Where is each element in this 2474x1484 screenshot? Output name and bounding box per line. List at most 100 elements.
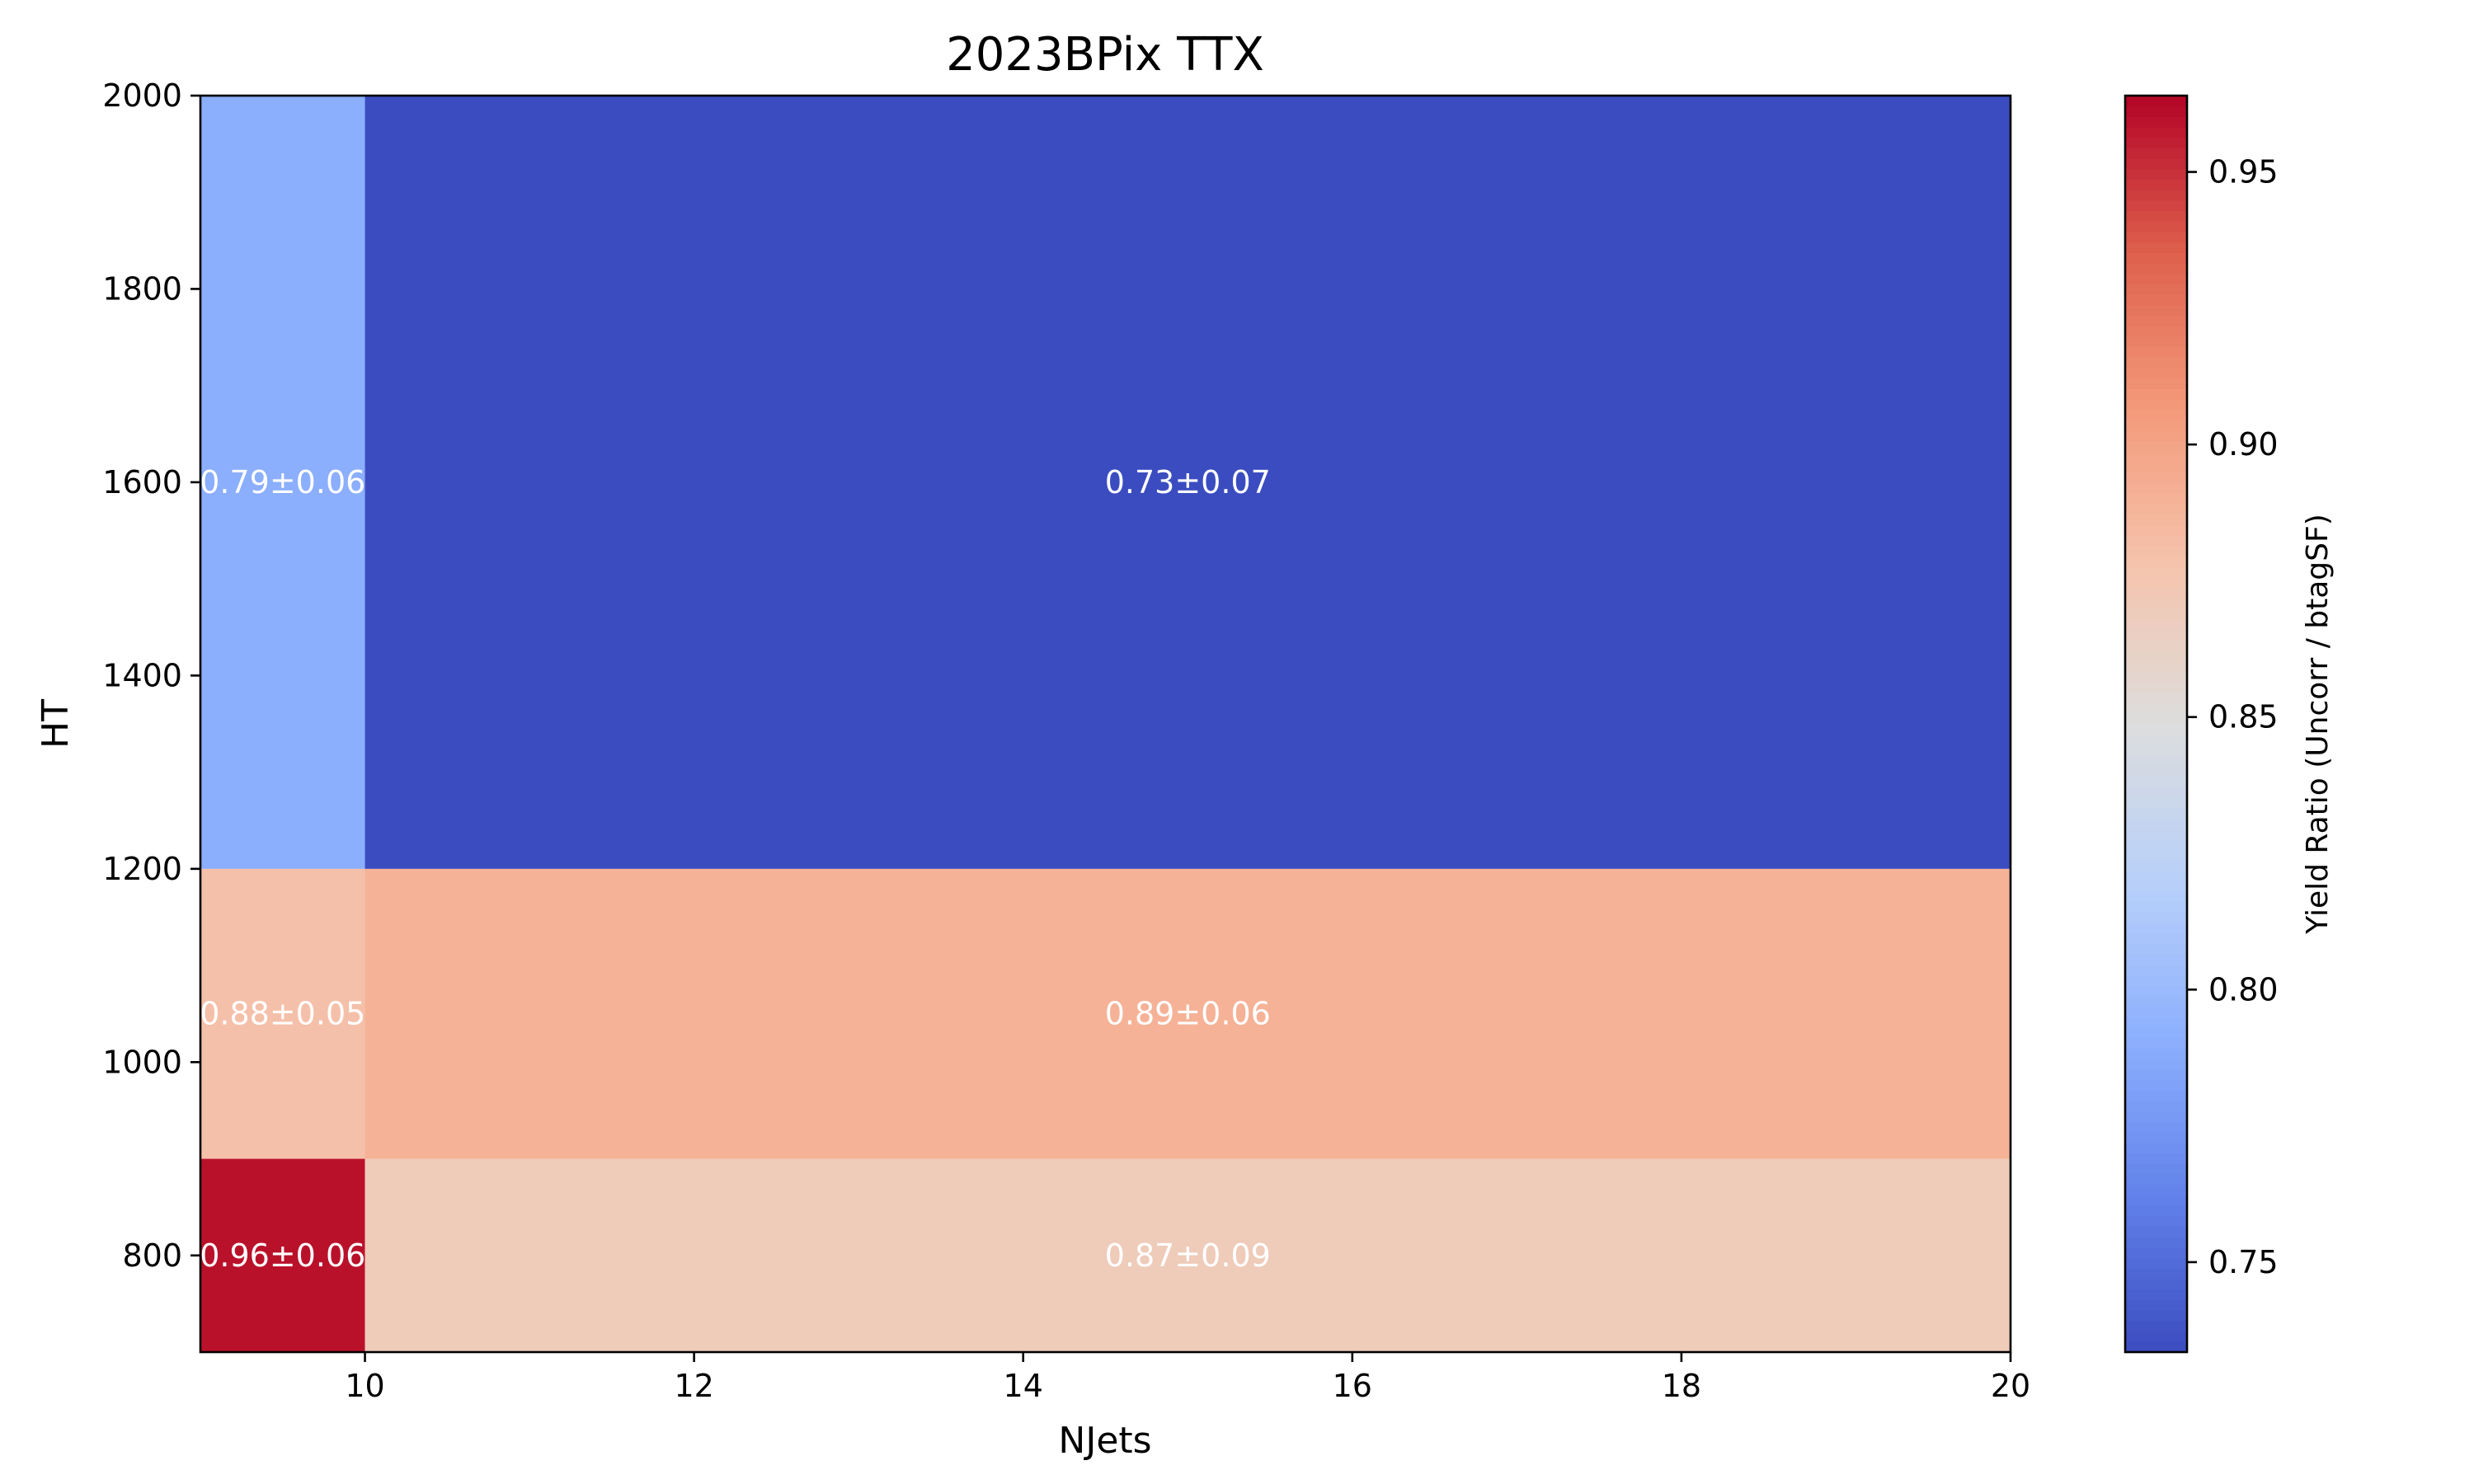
y-tick-label: 1200 — [102, 851, 182, 887]
colorbar-segment — [2125, 848, 2187, 861]
colorbar-segment — [2125, 618, 2187, 631]
heatmap-cell — [365, 868, 2011, 1159]
colorbar-segment — [2125, 284, 2187, 295]
colorbar-segment — [2125, 576, 2187, 589]
colorbar-segment — [2125, 430, 2187, 442]
chart-title: 2023BPix TTX — [946, 28, 1264, 82]
colorbar-segment — [2125, 744, 2187, 756]
colorbar-segment — [2125, 964, 2187, 976]
colorbar-segment — [2125, 1247, 2187, 1259]
colorbar-frame — [2124, 94, 2189, 1354]
colorbar-segment — [2125, 1205, 2187, 1217]
colorbar-segment — [2125, 1037, 2187, 1050]
x-tick-label: 20 — [1991, 1368, 2030, 1404]
colorbar-segment — [2125, 378, 2187, 390]
colorbar-segment — [2125, 1142, 2187, 1154]
y-tick-label: 1400 — [102, 657, 182, 693]
colorbar-segment — [2125, 179, 2187, 190]
colorbar-segment — [2125, 608, 2187, 620]
colorbar-segment — [2125, 639, 2187, 651]
x-tick-label: 10 — [345, 1368, 384, 1404]
colorbar-segment — [2125, 828, 2187, 840]
colorbar-segment — [2125, 1257, 2187, 1269]
colorbar-segment — [2125, 409, 2187, 421]
colorbar-segment — [2125, 776, 2187, 787]
heatmap-cell — [365, 1158, 2011, 1352]
y-tick-label: 1800 — [102, 270, 182, 307]
cell-value-label: 0.73±0.07 — [1105, 464, 1271, 500]
colorbar-segment — [2125, 786, 2187, 798]
colorbar-segment — [2125, 702, 2187, 714]
colorbar-segment — [2125, 712, 2187, 725]
colorbar-segment — [2125, 545, 2187, 557]
colorbar-segment — [2125, 1162, 2187, 1175]
colorbar-segment — [2125, 901, 2187, 913]
colorbar-segment — [2125, 932, 2187, 945]
colorbar-axis: 0.75 0.80 0.85 0.90 0.95 — [2187, 154, 2279, 1280]
colorbar-label: Yield Ratio (Uncorr / btagSF) — [2301, 514, 2335, 935]
colorbar-segment — [2125, 503, 2187, 515]
cell-labels: 0.96±0.06 0.87±0.09 0.88±0.05 0.89±0.06 0.79… — [200, 464, 1271, 1274]
x-tick-label: 18 — [1662, 1368, 1701, 1404]
x-axis: 10 12 14 16 18 20 — [345, 1352, 2030, 1404]
colorbar-segment — [2125, 974, 2187, 986]
colorbar-segment — [2125, 1026, 2187, 1039]
colorbar-segment — [2125, 294, 2187, 306]
colorbar-tick-label: 0.80 — [2208, 971, 2279, 1007]
colorbar-segment — [2125, 881, 2187, 892]
cell-value-label: 0.96±0.06 — [200, 1237, 365, 1274]
colorbar-segment — [2125, 995, 2187, 1007]
colorbar-segment — [2125, 273, 2187, 285]
colorbar-segment — [2125, 692, 2187, 704]
colorbar-segment — [2125, 304, 2187, 317]
colorbar-segment — [2125, 420, 2187, 431]
colorbar-segment — [2125, 734, 2187, 745]
heatmap-cell — [200, 1158, 365, 1352]
colorbar-tick-label: 0.75 — [2208, 1244, 2279, 1280]
x-tick-label: 14 — [1004, 1368, 1043, 1404]
colorbar-segment — [2125, 912, 2187, 923]
colorbar-segment — [2125, 200, 2187, 212]
colorbar-segment — [2125, 157, 2187, 170]
colorbar-segment — [2125, 1195, 2187, 1206]
colorbar-segment — [2125, 210, 2187, 222]
colorbar-segment — [2125, 252, 2187, 264]
colorbar-segment — [2125, 357, 2187, 369]
colorbar-segment — [2125, 1320, 2187, 1332]
colorbar-segment — [2125, 754, 2187, 767]
colorbar-segment — [2125, 524, 2187, 536]
colorbar-segment — [2125, 462, 2187, 473]
colorbar-segment — [2125, 1121, 2187, 1133]
colorbar-segment — [2125, 1153, 2187, 1164]
colorbar-segment — [2125, 493, 2187, 505]
colorbar-segment — [2125, 482, 2187, 495]
colorbar-segment — [2125, 336, 2187, 348]
colorbar-segment — [2125, 1309, 2187, 1322]
colorbar-segment — [2125, 587, 2187, 599]
colorbar-segment — [2125, 1331, 2187, 1342]
colorbar-segment — [2125, 807, 2187, 819]
colorbar-segment — [2125, 514, 2187, 526]
colorbar-segment — [2125, 1048, 2187, 1059]
colorbar-segment — [2125, 817, 2187, 829]
colorbar-segment — [2125, 953, 2187, 965]
colorbar-segment — [2125, 890, 2187, 903]
colorbar-segment — [2125, 1017, 2187, 1028]
y-tick-label: 800 — [122, 1237, 182, 1274]
x-axis-label: NJets — [1058, 1420, 1151, 1462]
colorbar-segment — [2125, 388, 2187, 400]
colorbar-segment — [2125, 838, 2187, 850]
colorbar-segment — [2125, 765, 2187, 777]
y-tick-label: 1600 — [102, 464, 182, 500]
colorbar-tick-label: 0.95 — [2208, 154, 2279, 190]
heatmap-cell — [365, 96, 2011, 869]
colorbar-segment — [2125, 796, 2187, 809]
colorbar-segment — [2125, 1184, 2187, 1195]
colorbar-segment — [2125, 262, 2187, 275]
colorbar-segment — [2125, 1299, 2187, 1311]
y-axis-label: HT — [35, 699, 77, 749]
heatmap-cells — [200, 96, 2011, 1352]
colorbar-segment — [2125, 451, 2187, 463]
colorbar-segment — [2125, 95, 2187, 107]
